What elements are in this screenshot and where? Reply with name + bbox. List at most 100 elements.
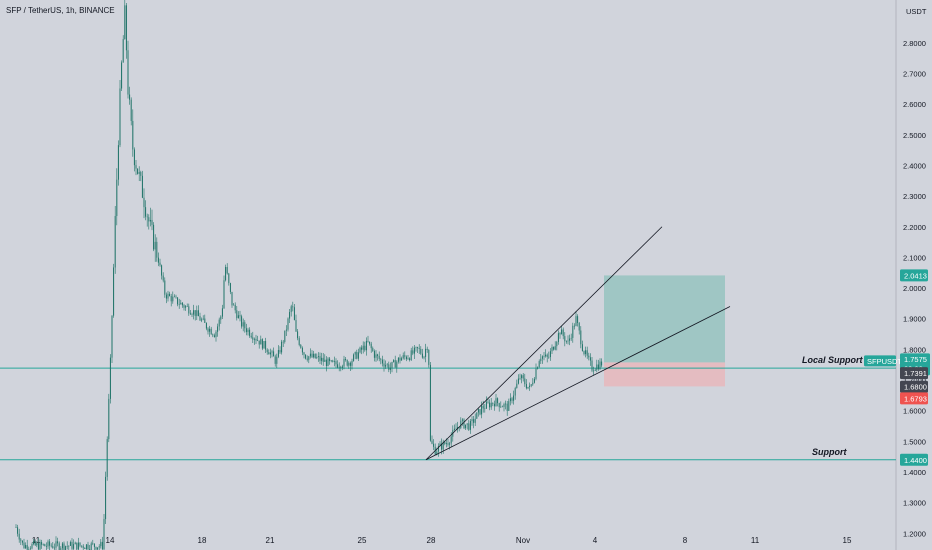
candles xyxy=(15,0,603,550)
y-tick-label: 2.4000 xyxy=(903,161,926,170)
candle-body xyxy=(554,346,556,350)
candle-body xyxy=(101,541,103,550)
candle-body xyxy=(469,421,471,430)
candle-body xyxy=(207,328,209,332)
candle-body xyxy=(449,443,451,445)
candle-body xyxy=(165,294,167,299)
candle-body xyxy=(593,370,595,372)
candle-body xyxy=(343,358,345,367)
candle-body xyxy=(57,541,59,544)
candle-body xyxy=(311,353,313,358)
candle-body xyxy=(533,378,535,383)
candle-body xyxy=(527,386,529,389)
candle-body xyxy=(476,412,478,419)
candle-body xyxy=(49,541,51,546)
candle-body xyxy=(249,329,251,336)
candle-body xyxy=(65,546,67,550)
candle-body xyxy=(223,280,225,309)
candle-body xyxy=(119,88,121,146)
candle-body xyxy=(81,545,83,547)
candle-body xyxy=(412,350,414,354)
candle-body xyxy=(79,542,81,546)
candle-body xyxy=(170,296,172,302)
candle-body xyxy=(157,257,159,263)
wedge-upper-line[interactable] xyxy=(425,226,663,461)
candle-body xyxy=(137,168,139,174)
candle-body xyxy=(513,395,515,401)
candle-body xyxy=(461,419,463,421)
candle-body xyxy=(305,354,307,359)
candle-body xyxy=(485,401,487,409)
candle-body xyxy=(74,542,76,545)
candle-body xyxy=(423,356,425,358)
candle-body xyxy=(577,316,579,323)
candle-body xyxy=(229,283,231,292)
candle-body xyxy=(549,351,551,358)
candle-body xyxy=(181,302,183,306)
candle-body xyxy=(105,476,107,520)
candle-body xyxy=(341,366,343,368)
candle-body xyxy=(399,357,401,361)
candle-body xyxy=(52,546,54,549)
candle-body xyxy=(172,296,174,302)
candle-body xyxy=(18,533,20,540)
candle-body xyxy=(501,406,503,408)
candle-body xyxy=(317,356,319,358)
candle-body xyxy=(164,280,166,295)
candle-body xyxy=(250,335,252,338)
y-tick-label: 2.5000 xyxy=(903,131,926,140)
candle-body xyxy=(525,384,527,389)
candle-body xyxy=(183,305,185,308)
target-zone[interactable] xyxy=(604,275,725,363)
y-tick-label: 2.1000 xyxy=(903,253,926,262)
y-tick-label: 1.2000 xyxy=(903,529,926,538)
candle-body xyxy=(103,519,105,550)
candle-body xyxy=(389,367,391,370)
candle-body xyxy=(209,328,211,332)
candle-body xyxy=(273,351,275,357)
candle-body xyxy=(196,310,198,316)
candle-body xyxy=(175,296,177,298)
candle-body xyxy=(93,543,95,547)
candle-body xyxy=(28,549,30,550)
candle-body xyxy=(301,347,303,353)
candle-body xyxy=(287,318,289,330)
x-tick-label: 4 xyxy=(593,536,598,545)
candle-body xyxy=(226,267,228,274)
candle-body xyxy=(492,402,494,404)
candle-body xyxy=(514,388,516,396)
candle-body xyxy=(82,545,84,549)
candle-body xyxy=(108,398,110,440)
candle-body xyxy=(578,322,580,331)
candle-body xyxy=(255,338,257,341)
candle-body xyxy=(333,361,335,362)
candle-body xyxy=(458,427,460,429)
y-tick-label: 2.8000 xyxy=(903,39,926,48)
candle-body xyxy=(460,420,462,429)
price-tag-local-support: 1.7391 xyxy=(904,369,927,378)
stop-zone[interactable] xyxy=(604,362,725,387)
candle-body xyxy=(348,362,350,366)
candle-body xyxy=(327,358,329,366)
candle-body xyxy=(90,543,92,550)
candle-body xyxy=(220,316,222,320)
candle-body xyxy=(413,347,415,354)
candle-body xyxy=(159,262,161,266)
candle-body xyxy=(439,443,441,446)
candle-body xyxy=(156,241,158,258)
candle-body xyxy=(169,293,171,297)
candle-body xyxy=(253,338,255,340)
candle-body xyxy=(146,216,148,218)
candle-body xyxy=(346,359,348,366)
candle-body xyxy=(325,359,327,366)
candle-body xyxy=(415,347,417,348)
candle-body xyxy=(295,320,297,332)
candle-body xyxy=(393,360,395,362)
candle-body xyxy=(388,364,390,370)
wedge-lower-line[interactable] xyxy=(425,306,731,461)
candle-body xyxy=(41,542,43,545)
candle-body xyxy=(31,544,33,549)
candle-body xyxy=(420,348,422,354)
candle-body xyxy=(522,375,524,379)
